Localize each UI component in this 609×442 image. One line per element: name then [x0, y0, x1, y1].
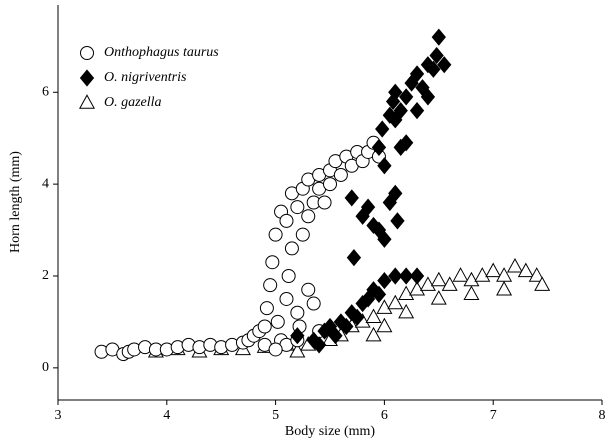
point: [279, 213, 294, 228]
point: [430, 271, 447, 287]
x-tick-label: 5: [272, 408, 279, 423]
x-tick-label: 4: [163, 408, 170, 423]
point: [360, 198, 376, 216]
point: [528, 267, 545, 282]
legend-marker: [80, 46, 94, 60]
x-tick-label: 8: [599, 408, 606, 423]
point: [306, 296, 321, 311]
point: [377, 272, 392, 290]
point: [474, 267, 491, 282]
point: [259, 301, 274, 316]
y-tick-label: 6: [42, 84, 49, 99]
point: [377, 157, 392, 175]
point: [371, 285, 387, 303]
point: [290, 305, 305, 320]
point: [344, 189, 359, 207]
legend-label: O. gazella: [104, 95, 162, 110]
x-axis-label: Body size (mm): [285, 424, 376, 439]
point: [388, 111, 403, 129]
point: [426, 60, 441, 78]
point: [257, 319, 272, 334]
y-axis-label: Horn length (mm): [8, 151, 23, 253]
point: [290, 200, 305, 215]
point: [281, 268, 296, 283]
y-tick-label: 0: [42, 360, 49, 375]
point: [534, 276, 551, 291]
y-tick-label: 2: [42, 268, 49, 283]
point: [409, 65, 425, 83]
point: [376, 299, 393, 314]
point: [317, 195, 332, 210]
point: [463, 285, 480, 301]
x-tick-label: 3: [55, 408, 62, 423]
point: [420, 88, 436, 106]
point: [388, 184, 403, 202]
point: [346, 249, 362, 267]
point: [419, 276, 436, 291]
point: [301, 282, 316, 297]
legend-marker: [79, 94, 95, 109]
point: [268, 227, 283, 242]
point: [284, 241, 299, 256]
point: [388, 267, 403, 285]
y-tick-label: 4: [42, 176, 49, 191]
point: [263, 278, 278, 293]
point: [375, 120, 390, 138]
point: [390, 212, 405, 230]
legend-marker: [79, 69, 95, 87]
point: [431, 28, 446, 46]
point: [496, 280, 513, 296]
point: [429, 46, 444, 65]
point: [333, 167, 348, 182]
point: [265, 255, 280, 270]
point: [398, 285, 415, 301]
point: [485, 262, 502, 278]
point: [430, 290, 447, 305]
point: [339, 317, 354, 336]
point: [295, 227, 310, 242]
point: [399, 267, 414, 285]
point: [517, 262, 534, 278]
point: [409, 267, 425, 285]
point: [399, 88, 414, 106]
point: [377, 230, 392, 248]
legend-label: Onthophagus taurus: [104, 45, 219, 60]
point: [328, 327, 343, 345]
x-tick-label: 7: [490, 408, 497, 423]
point: [371, 138, 387, 156]
point: [452, 267, 469, 282]
point: [301, 209, 316, 224]
point: [365, 326, 382, 342]
point: [290, 327, 305, 345]
point: [409, 280, 426, 296]
point: [506, 257, 523, 273]
x-tick-label: 6: [381, 408, 388, 423]
legend-label: O. nigriventris: [104, 70, 187, 85]
point: [289, 342, 306, 358]
point: [387, 294, 404, 310]
point: [437, 56, 452, 74]
point: [268, 342, 283, 357]
point: [399, 134, 414, 152]
point: [270, 314, 285, 329]
point: [350, 308, 365, 326]
point: [323, 177, 337, 192]
point: [365, 308, 382, 324]
point: [311, 336, 327, 354]
point: [398, 303, 415, 319]
point: [441, 276, 458, 291]
point: [279, 291, 294, 306]
point: [376, 317, 393, 333]
point: [388, 83, 403, 101]
point: [409, 102, 425, 120]
